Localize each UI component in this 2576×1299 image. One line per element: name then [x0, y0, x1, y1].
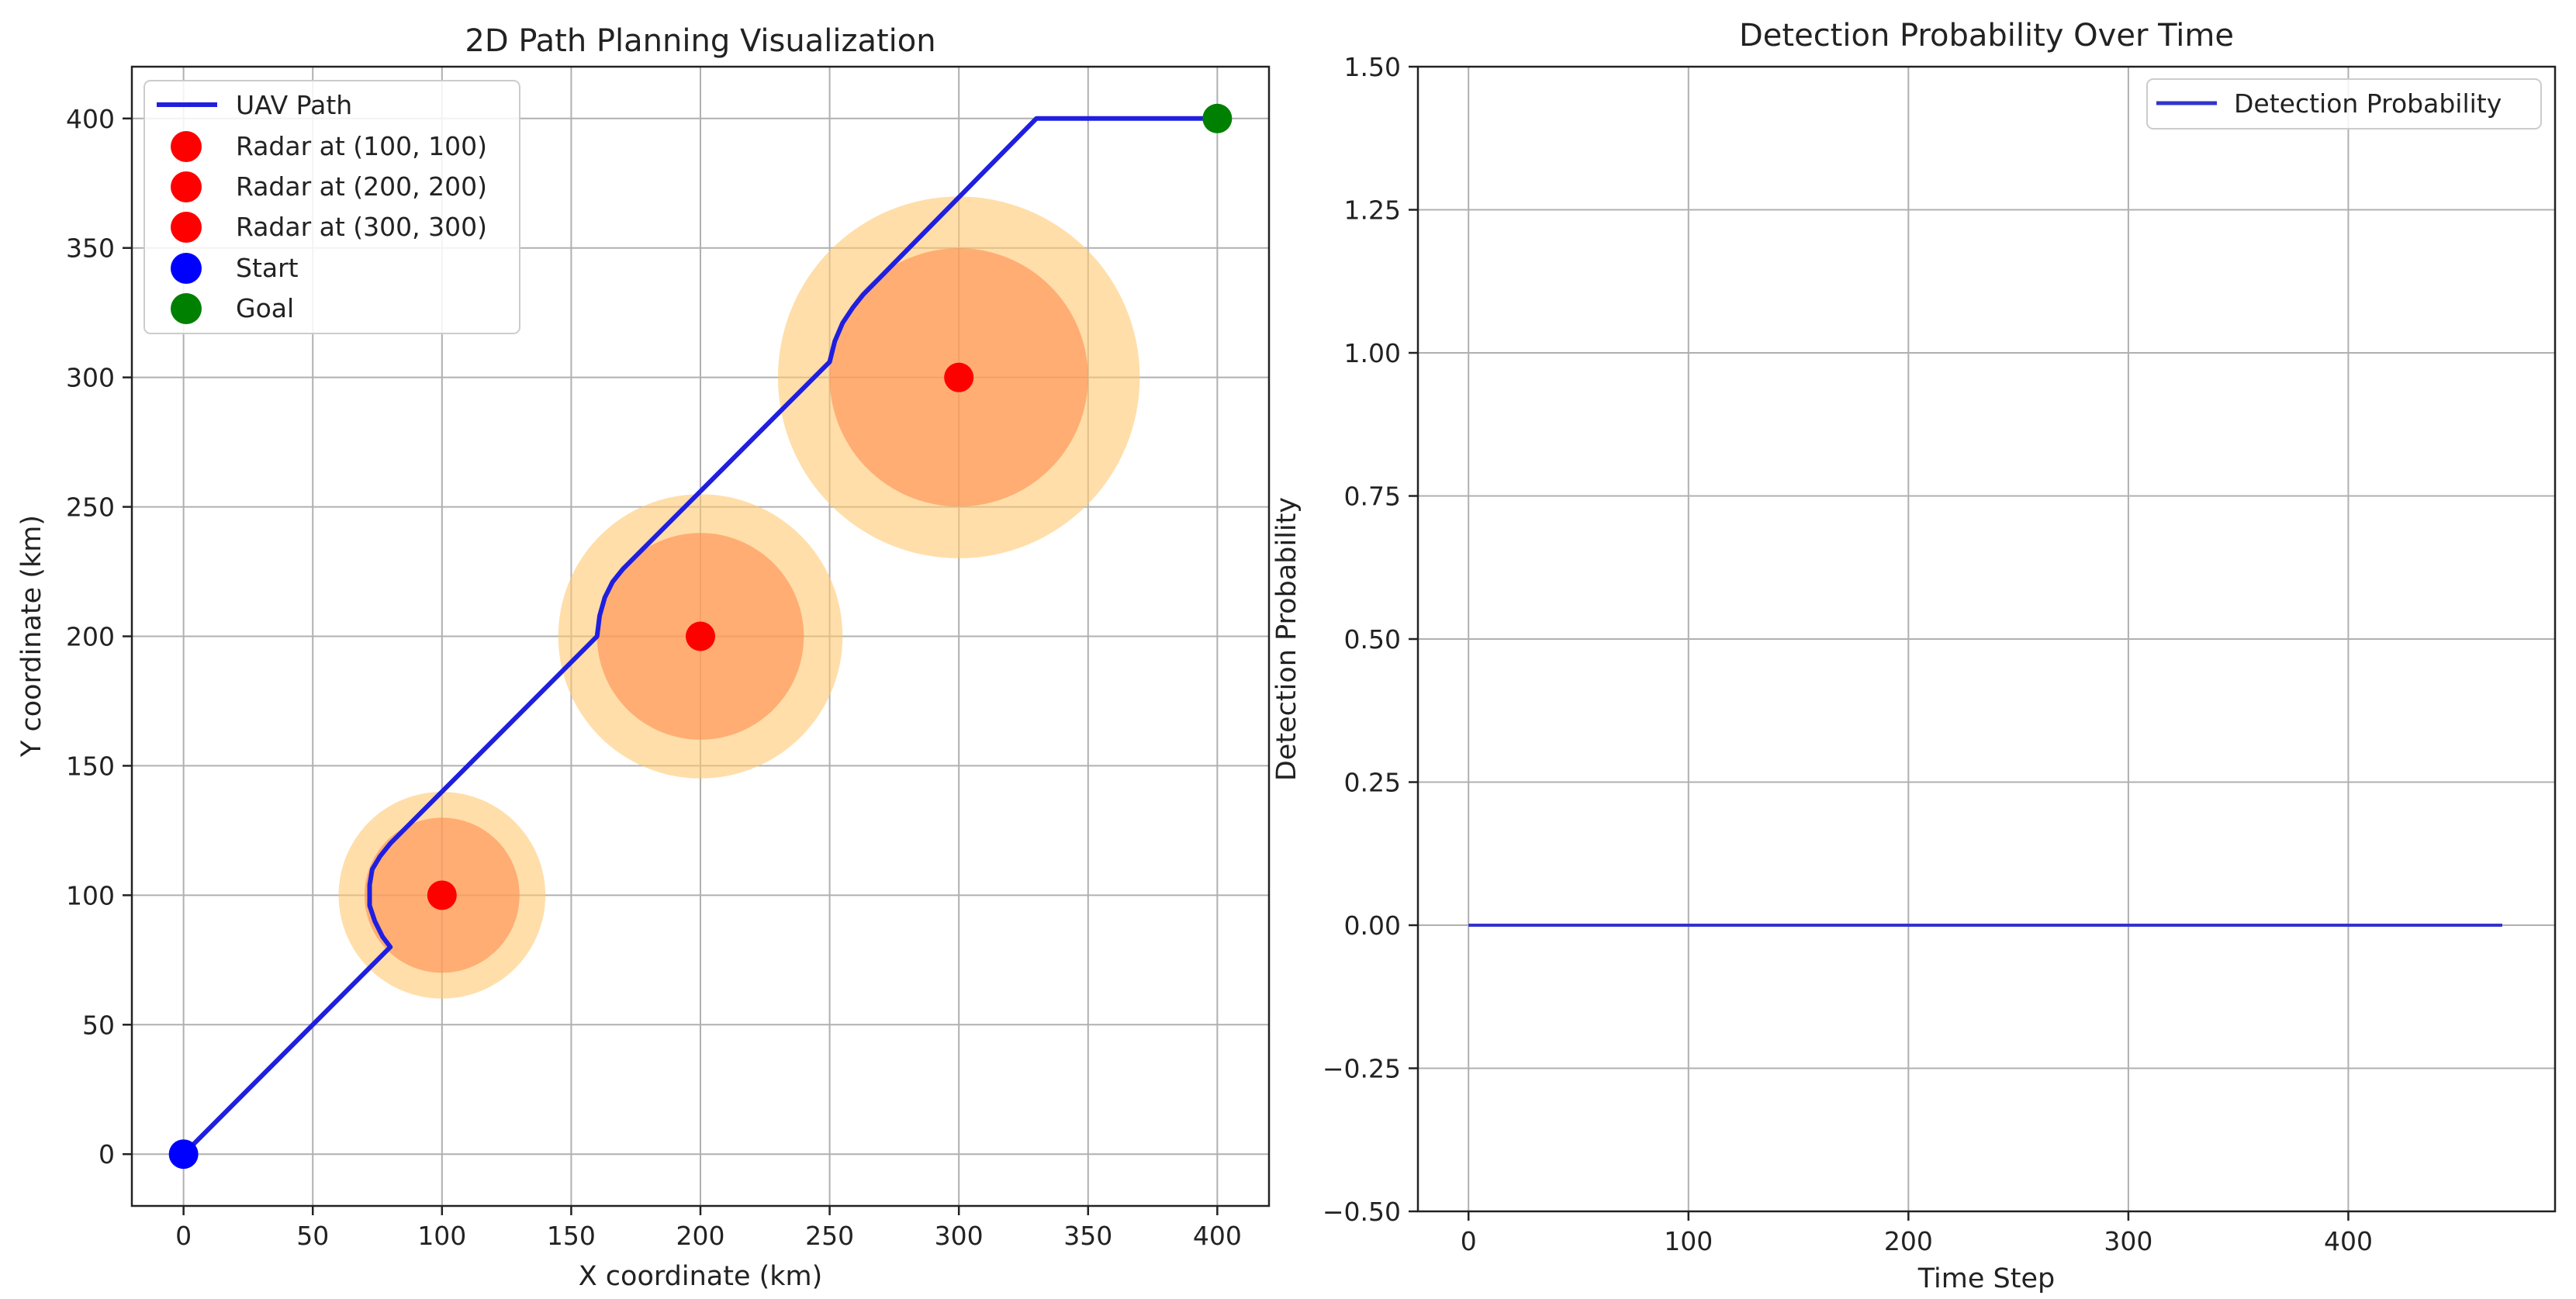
legend-label-goal: Goal: [236, 293, 294, 323]
detection-probability-chart: 0 100 200 300 400 −0.50 −0.25 0.00 0.25 0.50 0.75…: [1271, 18, 2557, 1294]
y-tick-label: 0.50: [1344, 624, 1401, 655]
y-tick-label: −0.50: [1323, 1197, 1401, 1227]
legend-marker-start: [171, 253, 202, 284]
legend-label-radar-3: Radar at (300, 300): [236, 212, 487, 242]
goal-marker: [1202, 103, 1233, 133]
legend-label-uav-path: UAV Path: [236, 90, 352, 120]
x-tick-label: 300: [935, 1221, 984, 1251]
legend-marker-radar-1: [171, 131, 202, 162]
radar-at-200-200-marker: [686, 621, 715, 651]
y-tick-label: 1.50: [1344, 52, 1401, 82]
x-tick-label: 100: [417, 1221, 466, 1251]
x-tick-label: 150: [547, 1221, 596, 1251]
radar-at-100-100-marker: [427, 880, 457, 910]
x-tick-label: 200: [1884, 1226, 1933, 1256]
y-tick-label: 0: [99, 1139, 115, 1169]
legend-box: [2146, 78, 2542, 130]
y-tick-label: 200: [66, 622, 115, 652]
y-tick-label: 400: [66, 104, 115, 134]
x-tick-label: 400: [1193, 1221, 1242, 1251]
legend-marker-radar-2: [171, 171, 202, 202]
legend-label-radar-2: Radar at (200, 200): [236, 171, 487, 202]
legend: Detection Probability: [2146, 78, 2542, 130]
x-axis-label: X coordinate (km): [579, 1261, 823, 1292]
legend-marker-goal: [171, 293, 202, 324]
start-marker: [168, 1139, 199, 1169]
x-tick-label: 300: [2104, 1226, 2152, 1256]
y-tick-label: 0.00: [1344, 910, 1401, 941]
x-tick-label: 100: [1664, 1226, 1713, 1256]
path-planning-chart: 0 50 100 150 200 250 300 350 400 0 50 100 150 200 250…: [16, 23, 1271, 1292]
x-axis-ticks: 0 100 200 300 400: [1461, 1211, 2373, 1256]
y-tick-label: 0.25: [1344, 768, 1401, 798]
legend-box: [143, 80, 520, 334]
x-tick-label: 50: [296, 1221, 329, 1251]
legend-label-radar-1: Radar at (100, 100): [236, 131, 487, 161]
y-tick-label: 1.25: [1344, 195, 1401, 226]
x-axis-label: Time Step: [1917, 1263, 2055, 1294]
x-tick-label: 0: [175, 1221, 192, 1251]
x-tick-label: 200: [676, 1221, 725, 1251]
y-tick-label: 50: [82, 1010, 115, 1040]
x-tick-label: 0: [1461, 1226, 1477, 1256]
legend: UAV Path Radar at (100, 100) Radar at (2…: [143, 80, 520, 334]
uav-path-line: [181, 116, 1220, 1157]
y-tick-label: 300: [66, 363, 115, 393]
x-tick-label: 350: [1063, 1221, 1112, 1251]
chart-title: Detection Probability Over Time: [1739, 18, 2234, 54]
chart-title: 2D Path Planning Visualization: [465, 23, 935, 59]
y-tick-label: 250: [66, 492, 115, 523]
y-tick-label: 100: [66, 880, 115, 910]
y-axis-ticks: 0 50 100 150 200 250 300 350 400: [66, 104, 132, 1169]
y-tick-label: −0.25: [1323, 1054, 1401, 1084]
y-axis-label: Detection Probability: [1271, 497, 1302, 781]
y-tick-label: 350: [66, 233, 115, 264]
y-tick-label: 0.75: [1344, 482, 1401, 512]
y-axis-ticks: −0.50 −0.25 0.00 0.25 0.50 0.75 1.00 1.25 1.50: [1323, 52, 1418, 1227]
radar-at-300-300-marker: [944, 362, 974, 392]
point-markers: [168, 103, 1233, 1169]
x-axis-ticks: 0 50 100 150 200 250 300 350 400: [175, 1206, 1242, 1251]
x-tick-label: 400: [2324, 1226, 2373, 1256]
y-axis-label: Y coordinate (km): [16, 515, 47, 758]
x-tick-label: 250: [805, 1221, 854, 1251]
legend-label-detection-probability: Detection Probability: [2234, 88, 2502, 119]
legend-label-start: Start: [236, 253, 299, 283]
y-tick-label: 150: [66, 751, 115, 781]
legend-marker-radar-3: [171, 212, 202, 243]
y-tick-label: 1.00: [1344, 338, 1401, 368]
